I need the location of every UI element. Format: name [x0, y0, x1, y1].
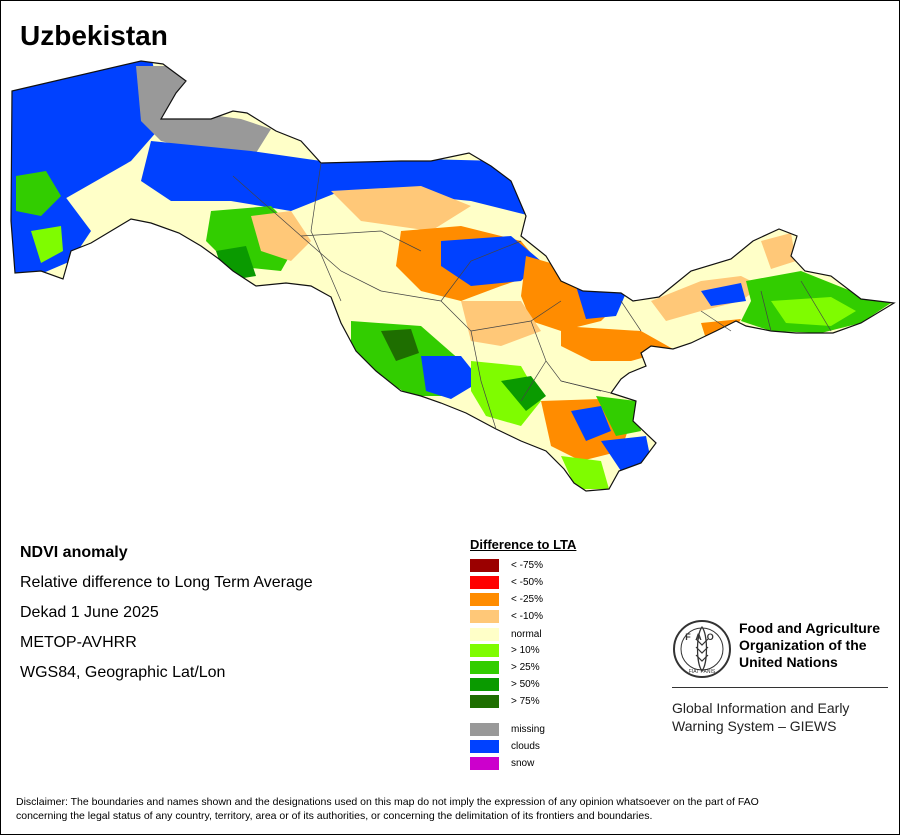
legend-swatch: [470, 677, 499, 691]
disclaimer: Disclaimer: The boundaries and names sho…: [16, 795, 886, 823]
legend-swatch: [470, 643, 499, 657]
legend-swatch: [470, 739, 499, 753]
ndvi-raster: [11, 61, 894, 491]
map-title: Uzbekistan: [20, 20, 168, 51]
legend-label: clouds: [511, 740, 540, 752]
fao-logo-icon: FAO FIAT PANIS: [673, 620, 731, 678]
legend-label: snow: [511, 757, 535, 769]
legend-item: > 50%: [470, 677, 540, 691]
legend-swatch: [470, 722, 499, 736]
giews-line-1: Global Information and Early: [672, 700, 850, 716]
legend-item: > 10%: [470, 643, 540, 657]
info-line-1: Relative difference to Long Term Average: [20, 574, 313, 591]
ndvi-anomaly-map: [10, 60, 895, 492]
legend-label: > 75%: [511, 695, 540, 707]
fao-name-line-2: Organization of the: [739, 637, 867, 653]
fao-logo-text: FAO: [685, 632, 719, 642]
legend-swatch: [470, 694, 499, 708]
legend-label: < -50%: [511, 576, 543, 588]
legend-item: < -10%: [470, 609, 543, 623]
province-boundaries: [232, 162, 832, 430]
info-heading: NDVI anomaly: [20, 544, 128, 561]
legend-item: > 25%: [470, 660, 540, 674]
legend: Difference to LTA < -75% < -50% < -25% <…: [470, 537, 577, 770]
legend-swatch: [470, 660, 499, 674]
legend-item: < -75%: [470, 558, 543, 572]
legend-swatch: [470, 592, 499, 606]
legend-item: clouds: [470, 739, 540, 753]
legend-swatch: [470, 558, 499, 572]
info-line-4: WGS84, Geographic Lat/Lon: [20, 664, 226, 681]
legend-label: > 25%: [511, 661, 540, 673]
fao-name-line-1: Food and Agriculture: [739, 620, 881, 636]
legend-item: normal: [470, 627, 542, 641]
disclaimer-line-1: Disclaimer: The boundaries and names sho…: [16, 796, 759, 808]
legend-label: missing: [511, 723, 545, 735]
fao-divider: [672, 687, 888, 688]
legend-swatch: [470, 575, 499, 589]
giews-name: Global Information and Early Warning Sys…: [672, 699, 892, 735]
legend-item: > 75%: [470, 694, 540, 708]
legend-label: < -10%: [511, 610, 543, 622]
legend-label: normal: [511, 628, 542, 640]
info-line-2: Dekad 1 June 2025: [20, 604, 159, 621]
legend-swatch: [470, 609, 499, 623]
disclaimer-line-2: concerning the legal status of any count…: [16, 810, 653, 822]
legend-item: < -25%: [470, 592, 543, 606]
legend-label: < -75%: [511, 559, 543, 571]
legend-swatch: [470, 627, 499, 641]
legend-item: missing: [470, 722, 545, 736]
legend-swatch: [470, 756, 499, 770]
legend-item: snow: [470, 756, 534, 770]
legend-title: Difference to LTA: [470, 537, 577, 552]
legend-label: > 50%: [511, 678, 540, 690]
info-line-3: METOP-AVHRR: [20, 634, 137, 651]
legend-item: < -50%: [470, 575, 543, 589]
giews-line-2: Warning System – GIEWS: [672, 718, 837, 734]
fao-name: Food and Agriculture Organization of the…: [739, 620, 899, 671]
legend-label: < -25%: [511, 593, 543, 605]
legend-label: > 10%: [511, 644, 540, 656]
fao-logo-motto: FIAT PANIS: [689, 669, 716, 675]
map-info: NDVI anomaly Relative difference to Long…: [20, 542, 313, 692]
fao-name-line-3: United Nations: [739, 654, 838, 670]
